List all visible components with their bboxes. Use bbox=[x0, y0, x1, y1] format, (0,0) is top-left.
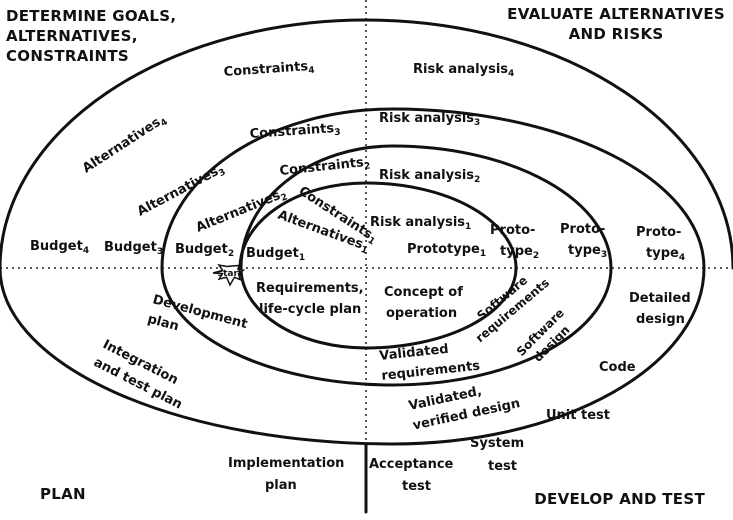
svg-text:Acceptance: Acceptance bbox=[369, 457, 454, 472]
quadrant-title-line: DETERMINE GOALS, bbox=[6, 7, 177, 25]
constraints-4: Constraints4 bbox=[223, 59, 315, 82]
svg-text:Validated: Validated bbox=[379, 342, 450, 364]
development-plan: Development plan bbox=[146, 292, 249, 335]
risk-analysis-1: Risk analysis1 bbox=[370, 215, 471, 232]
svg-text:requirements: requirements bbox=[381, 359, 481, 384]
quadrant-title-line: CONSTRAINTS bbox=[6, 47, 129, 65]
prototype-4: Proto- type4 bbox=[636, 225, 685, 263]
risk-analysis-3: Risk analysis3 bbox=[379, 111, 480, 128]
quadrant-title-line: EVALUATE ALTERNATIVES bbox=[507, 5, 725, 23]
svg-text:Requirements,: Requirements, bbox=[256, 281, 364, 296]
svg-text:type2: type2 bbox=[500, 244, 539, 261]
unit-test: Unit test bbox=[546, 408, 610, 423]
svg-text:Implementation: Implementation bbox=[228, 456, 344, 471]
quadrant-title-line: ALTERNATIVES, bbox=[6, 27, 138, 45]
quadrant-title-develop-and-test: DEVELOP AND TEST bbox=[534, 490, 705, 508]
constraints-3: Constraints3 bbox=[249, 121, 341, 144]
budget-1: Budget1 bbox=[246, 246, 305, 263]
requirements-lifecycle-plan: Requirements, life-cycle plan bbox=[256, 281, 364, 317]
implementation-plan: Implementation plan bbox=[228, 456, 344, 493]
budget-3: Budget3 bbox=[104, 240, 163, 257]
quadrant-title-evaluate-alternatives: EVALUATE ALTERNATIVES AND RISKS bbox=[507, 4, 725, 44]
spiral-path bbox=[0, 18, 733, 514]
prototype-2: Proto- type2 bbox=[490, 223, 539, 261]
svg-text:life-cycle plan: life-cycle plan bbox=[259, 302, 361, 317]
system-test: System test bbox=[470, 436, 524, 474]
constraints-2: Constraints2 bbox=[279, 155, 371, 181]
start-label: start bbox=[218, 269, 243, 279]
alternatives-4: Alternatives4 bbox=[80, 112, 170, 179]
quadrant-title-determine-goals: DETERMINE GOALS, ALTERNATIVES, CONSTRAIN… bbox=[6, 6, 176, 66]
prototype-3: Proto- type3 bbox=[560, 222, 607, 260]
svg-text:type3: type3 bbox=[568, 243, 607, 260]
risk-analysis-4: Risk analysis4 bbox=[413, 62, 514, 79]
prototype-1: Prototype1 bbox=[407, 242, 486, 259]
svg-text:System: System bbox=[470, 436, 524, 451]
quadrant-title-line: AND RISKS bbox=[568, 25, 664, 43]
svg-text:Proto-: Proto- bbox=[490, 223, 535, 238]
svg-text:Detailed: Detailed bbox=[629, 291, 691, 306]
code-label: Code bbox=[599, 360, 636, 375]
detailed-design: Detailed design bbox=[629, 291, 691, 327]
svg-text:test: test bbox=[402, 479, 431, 494]
budget-2: Budget2 bbox=[175, 242, 234, 259]
svg-text:type4: type4 bbox=[646, 246, 685, 263]
risk-analysis-2: Risk analysis2 bbox=[379, 168, 480, 185]
svg-text:operation: operation bbox=[386, 306, 457, 321]
svg-text:plan: plan bbox=[265, 478, 297, 493]
alternatives-2: Alternatives2 bbox=[194, 186, 289, 238]
svg-text:Proto-: Proto- bbox=[636, 225, 681, 240]
svg-text:design: design bbox=[636, 312, 685, 327]
svg-text:Concept of: Concept of bbox=[384, 285, 463, 300]
budget-4: Budget4 bbox=[30, 239, 89, 256]
alternatives-3: Alternatives3 bbox=[135, 161, 228, 221]
quadrant-title-plan: PLAN bbox=[40, 485, 86, 503]
svg-text:plan: plan bbox=[146, 312, 181, 335]
validated-requirements: Validated requirements bbox=[379, 342, 481, 384]
svg-text:Proto-: Proto- bbox=[560, 222, 605, 237]
svg-text:test: test bbox=[488, 459, 517, 474]
start-marker: start bbox=[212, 264, 246, 287]
concept-of-operation: Concept of operation bbox=[384, 285, 463, 321]
integration-test-plan: Integration and test plan bbox=[91, 337, 184, 412]
acceptance-test: Acceptance test bbox=[369, 457, 454, 494]
